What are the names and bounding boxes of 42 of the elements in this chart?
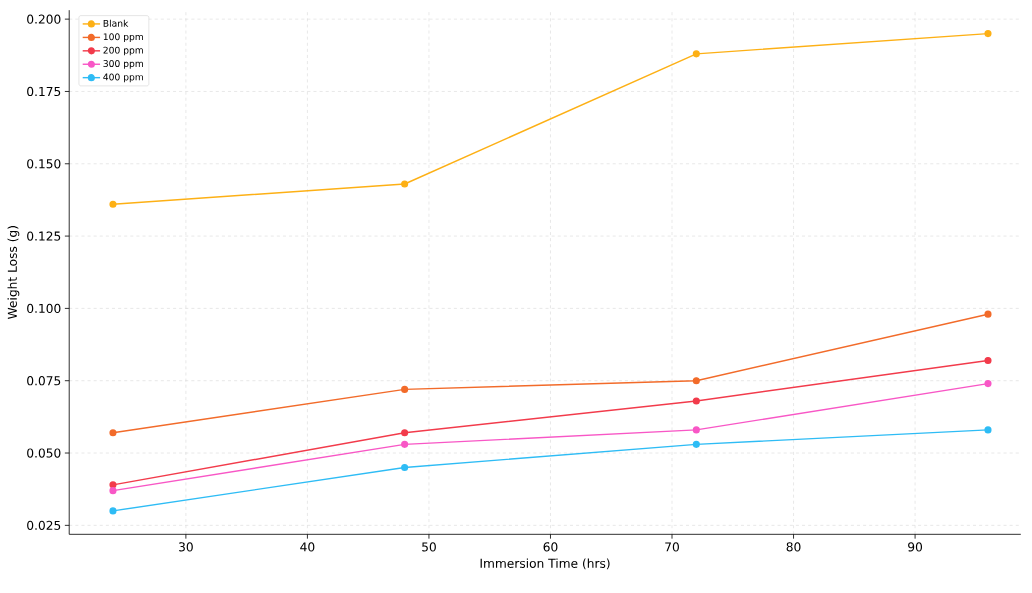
point [692, 440, 700, 448]
point [984, 356, 992, 364]
point [692, 376, 700, 385]
point [109, 481, 117, 489]
point [401, 429, 409, 437]
y-tick-label: 0.200 [27, 14, 61, 24]
y-tick-label: 0.075 [27, 375, 61, 386]
point [692, 397, 700, 405]
y-tick-label: 0.100 [27, 303, 61, 313]
x-tick-label: 60 [543, 542, 558, 552]
point [401, 385, 409, 393]
x-tick-label: 50 [422, 542, 436, 552]
x-tick-label: 80 [786, 542, 801, 552]
point [401, 180, 409, 188]
x-tick-label: 70 [665, 542, 679, 552]
point [401, 463, 409, 471]
point [109, 200, 117, 208]
legend-label: 400 ppm [103, 73, 143, 83]
point [109, 507, 117, 515]
point [401, 440, 409, 448]
y-tick-label: 0.175 [27, 86, 61, 96]
x-tick-label: 90 [908, 542, 923, 552]
x-tick-label: 30 [179, 542, 193, 552]
legend-label: Blank [103, 19, 129, 27]
legend-label: 100 ppm [103, 33, 143, 42]
point [692, 50, 700, 58]
point [984, 426, 992, 434]
x-tick-label: 40 [300, 542, 315, 552]
y-tick-label: 0.050 [27, 448, 61, 458]
point [984, 310, 992, 318]
point [109, 486, 117, 495]
y-tick-label: 0.025 [27, 520, 61, 530]
y-tick-label: 0.150 [27, 158, 61, 169]
point [984, 29, 992, 37]
point [109, 429, 117, 437]
point [692, 426, 700, 434]
point [984, 379, 992, 387]
y-tick-label: 0.125 [27, 231, 61, 241]
x-axis-title: Immersion Time (hrs) [480, 558, 610, 570]
legend-label: 200 ppm [103, 46, 143, 56]
y-axis-title: Weight Loss (g) [7, 225, 20, 319]
legend-label: 300 ppm [103, 59, 143, 69]
